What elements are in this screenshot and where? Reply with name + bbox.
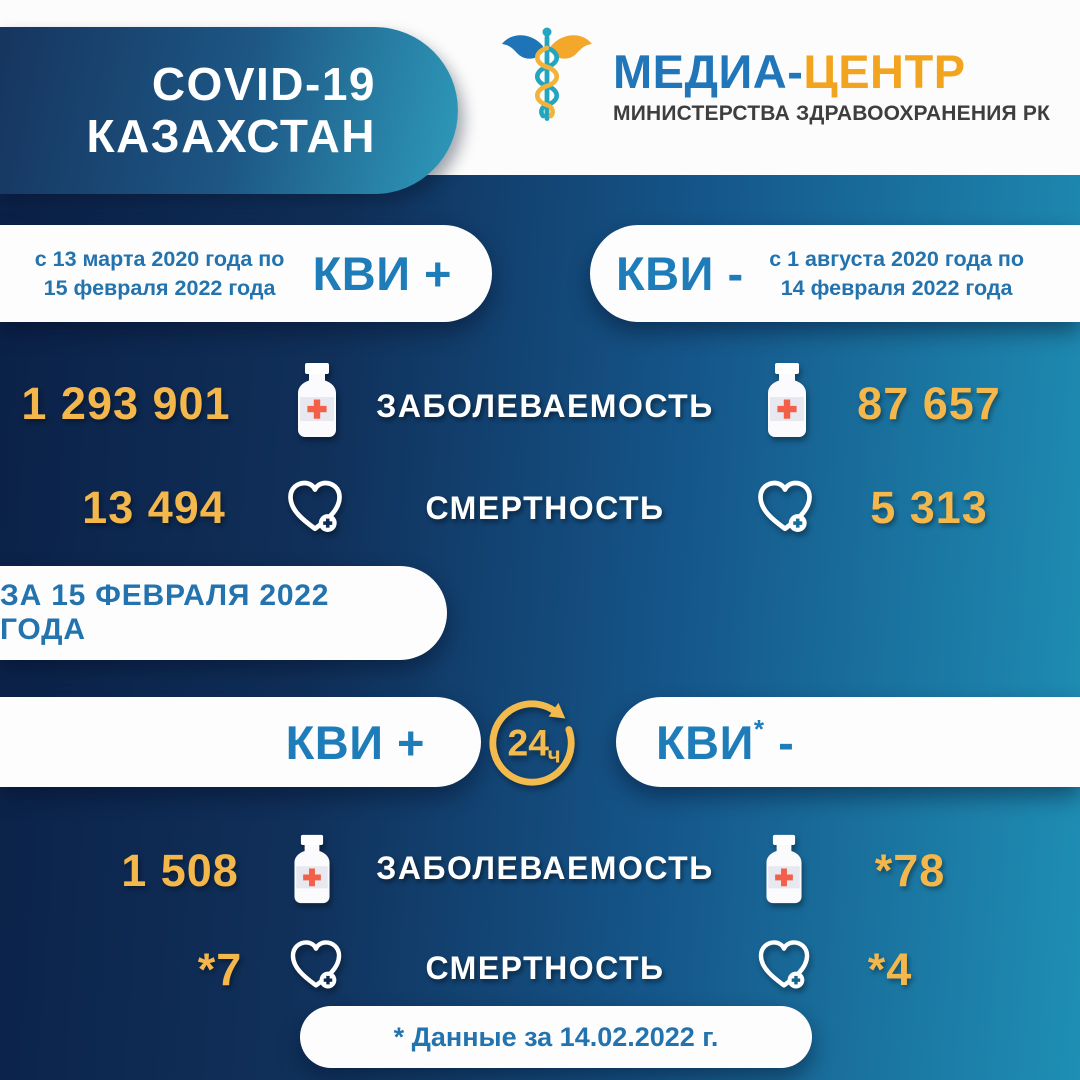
medicine-bottle-icon <box>760 833 808 905</box>
badge-number: 24 <box>508 722 550 764</box>
daily-kvi-negative-label: КВИ* - <box>656 713 795 770</box>
cumulative-incidence-negative-value: 87 657 <box>857 378 1001 429</box>
covid-title-line2: КАЗАХСТАН <box>86 109 376 162</box>
cumulative-negative-period: с 1 августа 2020 года по 14 февраля 2022… <box>768 245 1026 303</box>
daily-incidence-label: ЗАБОЛЕВАЕМОСТЬ <box>376 850 714 886</box>
daily-kvi-negative-text: КВИ <box>656 715 754 769</box>
logo-title: МЕДИА-ЦЕНТР <box>613 48 1050 95</box>
kvi-negative-label: КВИ - <box>616 247 744 300</box>
logo-subtitle: МИНИСТЕРСТВА ЗДРАВООХРАНЕНИЯ РК <box>613 102 1051 125</box>
cumulative-incidence-positive-value: 1 293 901 <box>21 378 231 429</box>
heart-plus-icon <box>753 936 815 994</box>
footnote-text: * Данные за 14.02.2022 г. <box>393 1021 719 1052</box>
medicine-bottle-icon <box>291 362 343 438</box>
heart-plus-icon <box>285 936 347 994</box>
footnote-banner: * Данные за 14.02.2022 г. <box>300 1006 812 1068</box>
logo-title-media: МЕДИА- <box>613 45 804 98</box>
period-line2: 14 февраля 2022 года <box>780 275 1013 300</box>
logo-title-center: ЦЕНТР <box>803 45 966 98</box>
daily-positive-banner: КВИ + <box>0 697 481 787</box>
daily-mortality-negative-value: *4 <box>867 944 913 995</box>
cumulative-incidence-label: ЗАБОЛЕВАЕМОСТЬ <box>376 388 714 424</box>
cumulative-mortality-negative-value: 5 313 <box>870 482 988 533</box>
cumulative-negative-banner: КВИ - с 1 августа 2020 года по 14 феврал… <box>590 225 1080 322</box>
daily-date-text: ЗА 15 ФЕВРАЛЯ 2022 ГОДА <box>0 579 330 646</box>
daily-incidence-negative-value: *78 <box>874 845 946 896</box>
covid-title-line1: COVID-19 <box>151 57 376 110</box>
covid-title-banner: COVID-19 КАЗАХСТАН <box>0 27 458 194</box>
daily-kvi-positive-label: КВИ + <box>285 715 425 769</box>
medicine-bottle-icon <box>761 362 813 438</box>
cumulative-mortality-positive-value: 13 494 <box>82 482 226 533</box>
period-line2: 15 февраля 2022 года <box>43 275 276 300</box>
daily-date-banner: ЗА 15 ФЕВРАЛЯ 2022 ГОДА <box>0 566 447 660</box>
cumulative-positive-period: с 13 марта 2020 года по 15 февраля 2022 … <box>31 245 289 303</box>
cumulative-positive-banner: с 13 марта 2020 года по 15 февраля 2022 … <box>0 225 492 322</box>
daily-mortality-label: СМЕРТНОСТЬ <box>425 950 665 986</box>
medicine-bottle-icon <box>288 833 336 905</box>
cumulative-mortality-label: СМЕРТНОСТЬ <box>425 490 665 526</box>
caduceus-icon <box>497 24 597 136</box>
badge-unit: ч <box>548 743 561 768</box>
ministry-logo: МЕДИА-ЦЕНТР МИНИСТЕРСТВА ЗДРАВООХРАНЕНИЯ… <box>497 24 1050 136</box>
daily-mortality-positive-value: *7 <box>197 944 243 995</box>
period-line1: с 13 марта 2020 года по <box>34 246 285 271</box>
logo-text: МЕДИА-ЦЕНТР МИНИСТЕРСТВА ЗДРАВООХРАНЕНИЯ… <box>613 24 1050 136</box>
heart-plus-icon <box>282 476 348 538</box>
daily-kvi-negative-sign: - <box>764 715 795 769</box>
heart-plus-icon <box>752 476 818 538</box>
daily-kvi-negative-asterisk: * <box>753 713 765 744</box>
kvi-positive-label: КВИ + <box>312 247 452 300</box>
24h-arrow-icon: 24 ч <box>483 694 581 792</box>
daily-negative-banner: КВИ* - <box>616 697 1080 787</box>
period-line1: с 1 августа 2020 года по <box>769 246 1025 271</box>
daily-incidence-positive-value: 1 508 <box>121 845 239 896</box>
